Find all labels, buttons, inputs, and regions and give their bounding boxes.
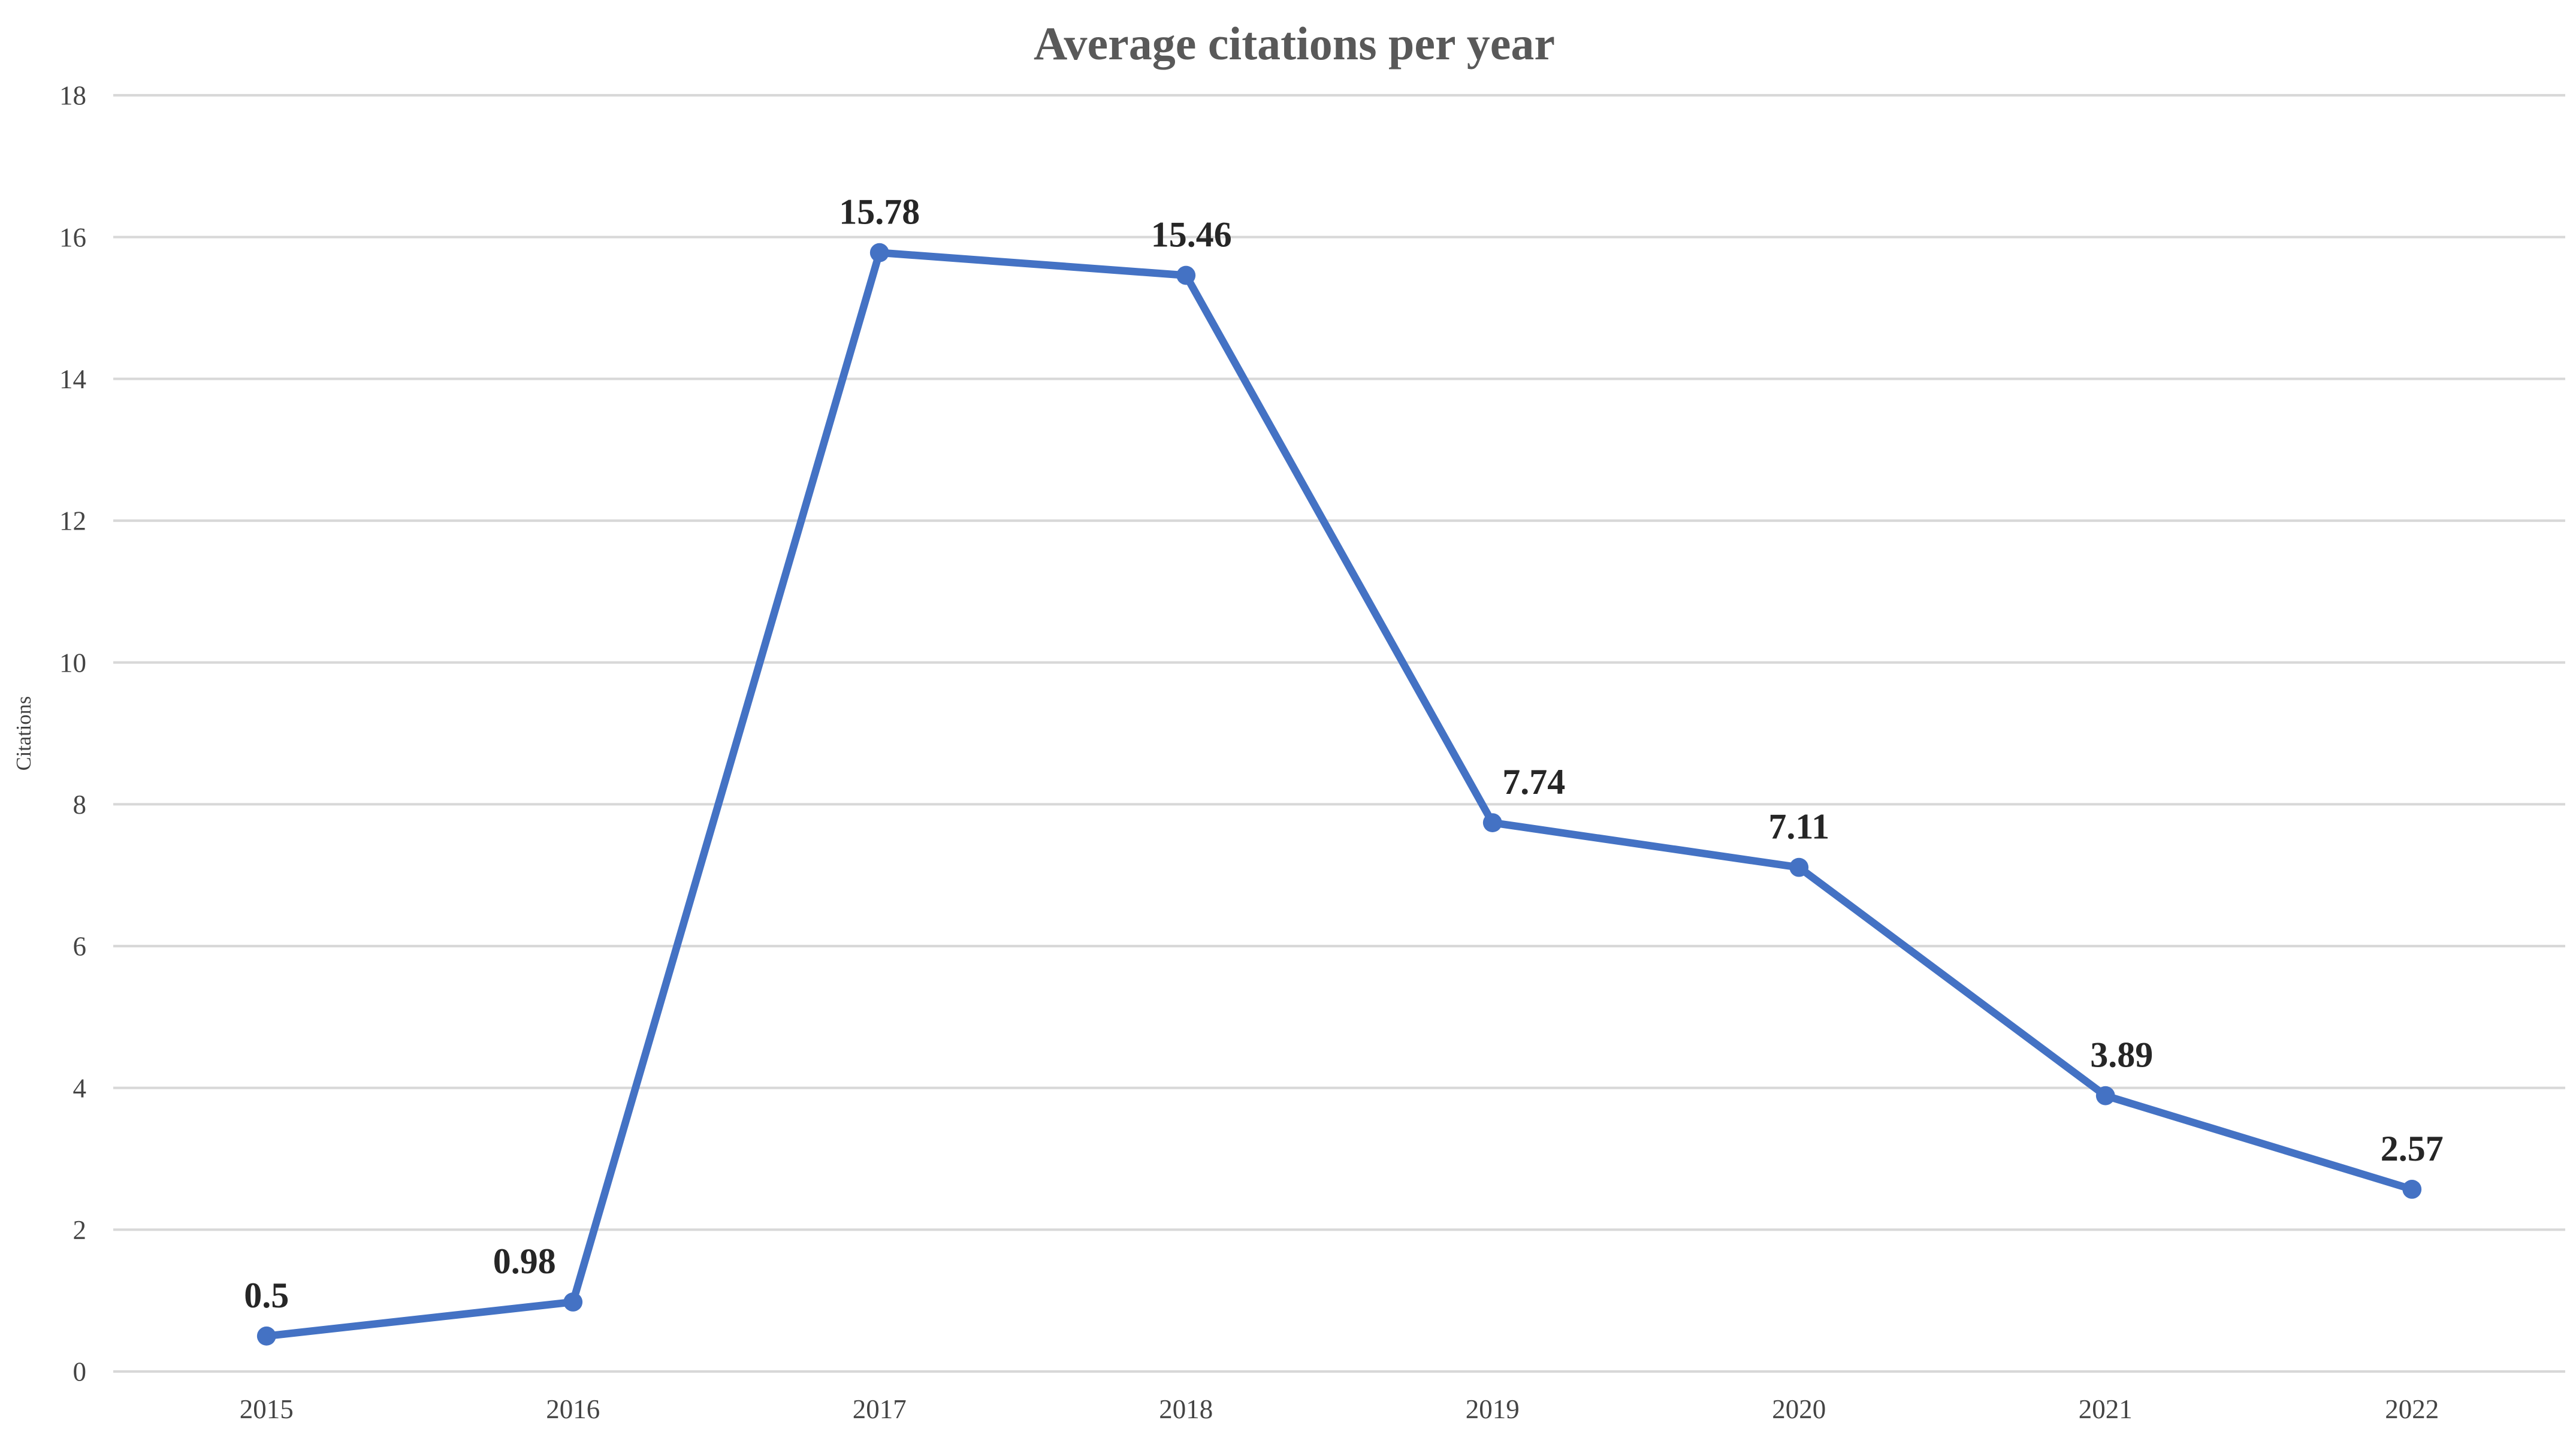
x-tick-label: 2018 <box>1159 1394 1213 1424</box>
x-tick-label: 2017 <box>853 1394 907 1424</box>
y-tick-label: 14 <box>59 364 86 394</box>
data-series-line <box>262 249 2416 1340</box>
data-point-marker <box>2095 1086 2115 1105</box>
y-tick-label: 4 <box>73 1073 87 1103</box>
data-point-marker <box>2402 1179 2422 1199</box>
series-polyline <box>262 249 2416 1340</box>
data-point-label: 0.5 <box>244 1276 289 1315</box>
data-point-marker <box>1482 813 1502 833</box>
data-point-marker <box>1176 265 1196 285</box>
x-tick-label: 2021 <box>2079 1394 2133 1424</box>
data-point-marker <box>869 243 889 262</box>
data-point-marker <box>1789 857 1809 877</box>
x-tick-label: 2020 <box>1772 1394 1826 1424</box>
y-tick-label: 2 <box>73 1215 87 1245</box>
y-tick-label: 12 <box>59 506 86 536</box>
y-axis-tick-labels: 0 2 4 6 8 10 12 14 16 18 <box>59 81 86 1387</box>
y-tick-label: 10 <box>59 648 86 678</box>
y-axis-title: Citations <box>13 696 35 771</box>
y-tick-label: 6 <box>73 932 87 962</box>
data-point-marker <box>256 1326 276 1346</box>
data-point-label: 15.46 <box>1151 215 1232 255</box>
y-tick-label: 18 <box>59 81 86 111</box>
x-tick-label: 2016 <box>546 1394 600 1424</box>
data-point-markers <box>256 243 2422 1346</box>
y-tick-label: 0 <box>73 1357 87 1387</box>
chart-title: Average citations per year <box>1034 17 1555 70</box>
x-tick-label: 2022 <box>2385 1394 2439 1424</box>
data-point-label: 0.98 <box>493 1241 556 1281</box>
x-axis-tick-labels: 2015 2016 2017 2018 2019 2020 2021 2022 <box>240 1394 2439 1424</box>
x-tick-label: 2015 <box>240 1394 294 1424</box>
data-point-marker <box>563 1292 583 1312</box>
data-point-label: 2.57 <box>2381 1129 2444 1168</box>
x-tick-label: 2019 <box>1466 1394 1520 1424</box>
data-point-label: 7.74 <box>1502 762 1565 802</box>
data-point-labels: 0.5 0.98 15.78 15.46 7.74 7.11 3.89 2.57 <box>244 192 2444 1315</box>
y-tick-label: 16 <box>59 222 86 252</box>
data-point-label: 7.11 <box>1768 807 1829 847</box>
gridlines <box>113 93 2565 1373</box>
data-point-label: 15.78 <box>839 192 920 232</box>
data-point-label: 3.89 <box>2090 1035 2153 1075</box>
y-tick-label: 8 <box>73 790 87 820</box>
